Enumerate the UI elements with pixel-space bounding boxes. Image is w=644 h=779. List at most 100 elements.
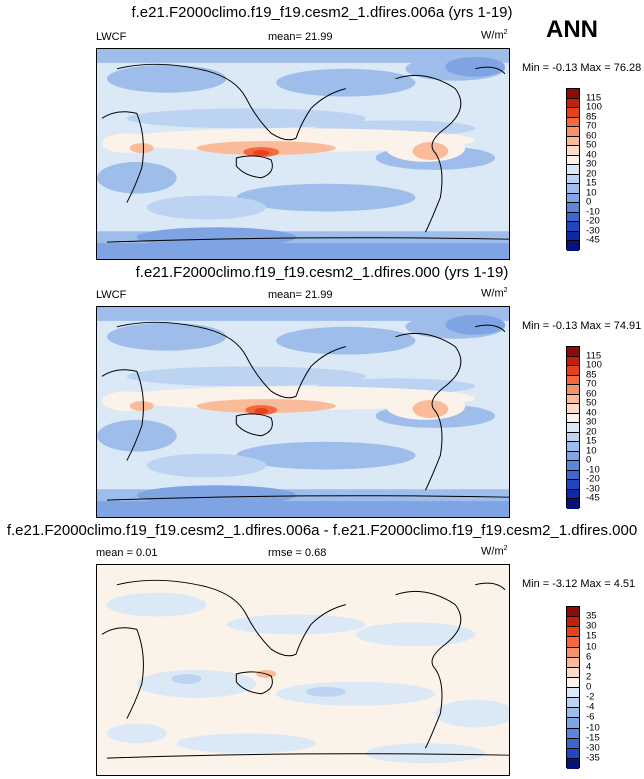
colorbar-label: 60 (586, 129, 597, 141)
colorbar-label: 85 (586, 368, 597, 380)
colorbar-label: 30 (586, 620, 597, 632)
colorbar-swatch (567, 174, 579, 185)
colorbar-swatch (567, 432, 579, 443)
colorbar-label: 6 (586, 650, 592, 662)
panel1-variable-label: LWCF (96, 31, 127, 43)
colorbar-swatch (567, 385, 579, 395)
colorbar-label: 10 (586, 445, 597, 457)
colorbar-swatch (567, 677, 579, 688)
colorbar-swatch (567, 366, 579, 376)
colorbar-label: 60 (586, 387, 597, 399)
colorbar-swatch (567, 155, 579, 166)
colorbar-label: -10 (586, 721, 600, 733)
colorbar-swatch (567, 241, 579, 251)
colorbar-swatch (567, 708, 579, 719)
colorbar-swatch (567, 748, 579, 759)
panel3-rmse-label: rmse = 0.68 (268, 547, 327, 559)
colorbar-label: 30 (586, 416, 597, 428)
colorbar-swatch (567, 356, 579, 367)
panel2-mean-label: mean= 21.99 (268, 289, 333, 301)
colorbar-label: 35 (586, 610, 597, 622)
colorbar-label: 50 (586, 139, 597, 151)
colorbar-swatch (567, 499, 579, 509)
colorbar-swatch (567, 413, 579, 424)
panel1-mean-label: mean= 21.99 (268, 31, 333, 43)
colorbar-swatch (567, 667, 579, 678)
panel2-title: f.e21.F2000climo.f19_f19.cesm2_1.dfires.… (135, 264, 509, 281)
colorbar-swatch (567, 203, 579, 213)
colorbar-swatch (567, 394, 579, 405)
colorbar-swatch (567, 758, 579, 769)
colorbar-swatch (567, 89, 579, 99)
panel1-map (96, 48, 510, 260)
colorbar-label: -30 (586, 742, 600, 753)
colorbar-label: 115 (586, 349, 602, 361)
colorbar-label: 40 (586, 406, 597, 418)
colorbar-swatch (567, 607, 579, 618)
colorbar-swatch (567, 212, 579, 223)
colorbar-label: 100 (586, 359, 602, 371)
colorbar-label: 10 (586, 187, 597, 199)
colorbar-label: 0 (586, 454, 592, 466)
panel3-min-max: Min = -3.12 Max = 4.51 (522, 578, 636, 590)
colorbar-label: 20 (586, 426, 597, 437)
panel1-units: W/m2 (481, 29, 508, 42)
colorbar-swatch (567, 698, 579, 709)
colorbar-label: 70 (586, 378, 597, 390)
colorbar-swatch (567, 637, 579, 648)
panel1-min-max: Min = -0.13 Max = 76.28 (522, 62, 642, 74)
colorbar-swatch (567, 480, 579, 490)
colorbar-swatch (567, 461, 579, 471)
colorbar-label: 85 (586, 110, 597, 122)
colorbar-label: 115 (586, 91, 602, 103)
colorbar-label: 50 (586, 397, 597, 409)
colorbar-swatch (567, 231, 579, 242)
season-label: ANN (546, 16, 598, 43)
colorbar-label: 100 (586, 101, 602, 113)
colorbar-label: 15 (586, 435, 597, 447)
colorbar-swatch (567, 347, 579, 357)
colorbar-label: 15 (586, 630, 597, 642)
panel2-min-max: Min = -0.13 Max = 74.91 (522, 320, 642, 332)
panel3-title: f.e21.F2000climo.f19_f19.cesm2_1.dfires.… (6, 522, 638, 539)
colorbar-label: -6 (586, 711, 595, 723)
colorbar-swatch (567, 98, 579, 109)
colorbar-swatch (567, 146, 579, 156)
colorbar-label: -15 (586, 731, 600, 743)
colorbar-swatch (567, 617, 579, 628)
colorbar-swatch (567, 108, 579, 118)
panel1-colorbar (566, 88, 580, 251)
colorbar-swatch (567, 193, 579, 204)
colorbar-label: 15 (586, 177, 597, 189)
colorbar-label: 0 (586, 196, 592, 208)
colorbar-swatch (567, 375, 579, 386)
colorbar-label: -20 (586, 473, 600, 485)
colorbar-swatch (567, 647, 579, 658)
colorbar-label: -10 (586, 464, 600, 476)
panel2-variable-label: LWCF (96, 289, 127, 301)
colorbar-swatch (567, 627, 579, 638)
panel3-mean-label: mean = 0.01 (96, 547, 158, 559)
colorbar-swatch (567, 657, 579, 668)
colorbar-label: 4 (586, 661, 592, 672)
colorbar-swatch (567, 127, 579, 137)
colorbar-swatch (567, 718, 579, 729)
panel3-colorbar (566, 606, 580, 769)
colorbar-swatch (567, 184, 579, 194)
panel3-map (96, 564, 510, 776)
colorbar-label: 0 (586, 681, 592, 693)
colorbar-swatch (567, 136, 579, 147)
colorbar-label: -30 (586, 483, 600, 495)
colorbar-swatch (567, 738, 579, 749)
colorbar-label: -45 (586, 234, 600, 246)
colorbar-label: -45 (586, 492, 600, 504)
colorbar-swatch (567, 688, 579, 699)
colorbar-swatch (567, 489, 579, 500)
colorbar-label: -35 (586, 752, 600, 764)
colorbar-label: -2 (586, 691, 595, 703)
colorbar-label: 20 (586, 168, 597, 179)
colorbar-swatch (567, 728, 579, 739)
colorbar-label: -30 (586, 225, 600, 237)
panel2-colorbar (566, 346, 580, 509)
colorbar-label: -20 (586, 215, 600, 227)
